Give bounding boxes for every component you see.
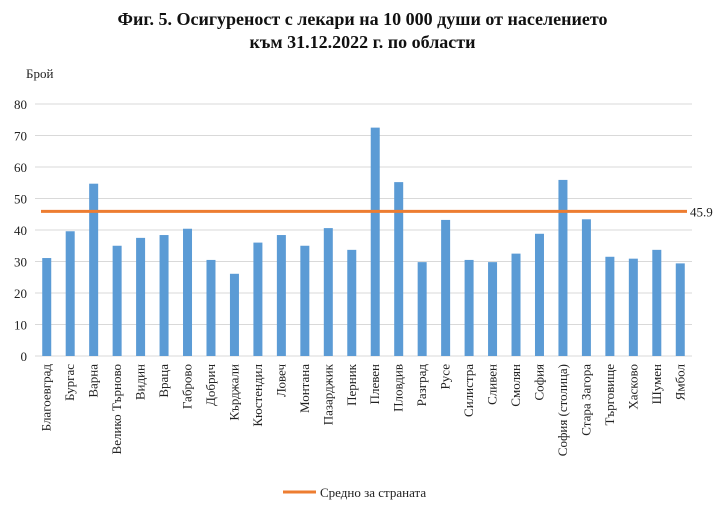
average-label: 45.9 bbox=[690, 204, 713, 219]
x-tick-label: Смолян bbox=[508, 364, 523, 407]
x-tick-label: Пазарджик bbox=[320, 363, 335, 425]
x-tick-label: Плевен bbox=[367, 364, 382, 404]
x-tick-label: Благоевград bbox=[39, 364, 54, 432]
y-tick-label: 80 bbox=[14, 97, 27, 112]
x-tick-label: Видин bbox=[133, 364, 148, 400]
bar bbox=[511, 253, 521, 356]
x-tick-label: Кюстендил bbox=[250, 363, 265, 426]
x-tick-label: Габрово bbox=[180, 364, 195, 409]
y-axis-label: Брой bbox=[26, 66, 53, 81]
x-tick-label: Добрич bbox=[203, 364, 218, 406]
x-tick-label: Пловдив bbox=[391, 364, 406, 412]
bar bbox=[300, 245, 310, 356]
bar bbox=[370, 127, 380, 356]
bar bbox=[347, 249, 357, 356]
bar bbox=[558, 179, 568, 356]
bar bbox=[417, 262, 427, 356]
x-tick-label: Бургас bbox=[62, 364, 77, 401]
x-tick-label: Враца bbox=[156, 364, 171, 398]
bar bbox=[112, 245, 122, 356]
x-tick-label: Велико Търново bbox=[109, 364, 124, 454]
y-tick-label: 0 bbox=[21, 349, 28, 364]
x-tick-label: София bbox=[531, 364, 546, 401]
x-tick-label: Перник bbox=[344, 363, 359, 406]
bar bbox=[441, 219, 451, 356]
x-tick-label: Варна bbox=[86, 364, 101, 398]
y-tick-label: 70 bbox=[14, 129, 27, 144]
title-line-2: към 31.12.2022 г. по области bbox=[249, 32, 476, 52]
bar bbox=[652, 249, 662, 356]
x-tick-label: Ловеч bbox=[273, 364, 288, 398]
bar bbox=[65, 231, 75, 356]
x-tick-label: Стара Загора bbox=[578, 364, 593, 436]
x-tick-label: Ямбол bbox=[672, 363, 687, 400]
bar bbox=[488, 262, 498, 356]
y-tick-label: 20 bbox=[14, 286, 27, 301]
x-tick-label: Разград bbox=[414, 364, 429, 407]
x-tick-label: Търговище bbox=[602, 364, 617, 426]
y-tick-label: 50 bbox=[14, 192, 27, 207]
bar bbox=[534, 233, 544, 356]
bar bbox=[183, 228, 193, 356]
bar bbox=[89, 183, 99, 356]
chart-title: Фиг. 5. Осигуреност с лекари на 10 000 д… bbox=[0, 8, 725, 54]
bar bbox=[464, 259, 474, 356]
bar bbox=[628, 258, 638, 356]
bar bbox=[581, 219, 591, 356]
title-line-1: Фиг. 5. Осигуреност с лекари на 10 000 д… bbox=[117, 9, 608, 29]
legend-label: Средно за страната bbox=[320, 485, 426, 500]
bar bbox=[136, 237, 146, 356]
x-tick-label: Кърджали bbox=[226, 364, 241, 421]
bar bbox=[276, 235, 286, 356]
bar bbox=[253, 242, 263, 356]
bar bbox=[42, 258, 52, 356]
bar bbox=[394, 182, 404, 356]
x-tick-label: Хасково bbox=[625, 364, 640, 410]
bar bbox=[159, 235, 169, 356]
x-tick-label: Русе bbox=[438, 364, 453, 390]
x-tick-label: София (столица) bbox=[555, 364, 570, 456]
x-tick-label: Силистра bbox=[461, 364, 476, 417]
y-tick-label: 10 bbox=[14, 318, 27, 333]
x-tick-label: Шумен bbox=[649, 364, 664, 404]
bar bbox=[229, 273, 239, 356]
y-tick-label: 60 bbox=[14, 160, 27, 175]
y-tick-label: 40 bbox=[14, 223, 27, 238]
y-tick-label: 30 bbox=[14, 255, 27, 270]
bar bbox=[675, 263, 685, 356]
x-tick-label: Монтана bbox=[297, 364, 312, 413]
bar bbox=[605, 256, 615, 356]
bar bbox=[323, 228, 333, 356]
bar bbox=[206, 259, 216, 356]
x-tick-label: Сливен bbox=[485, 364, 500, 405]
